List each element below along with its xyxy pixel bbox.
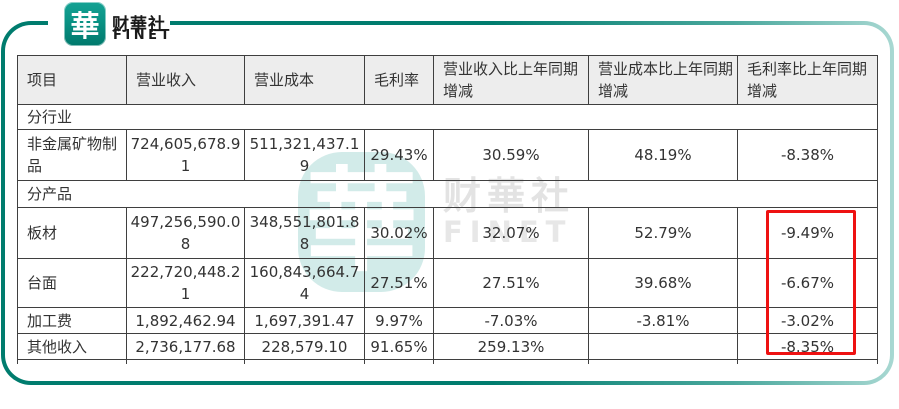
table-cell: 497,256,590.08 bbox=[126, 207, 245, 259]
table-cell: 52.79% bbox=[588, 207, 738, 259]
table-cell: 348,551,801.88 bbox=[244, 207, 365, 259]
table-row: 其他收入 2,736,177.68 228,579.10 91.65% 259.13% -… bbox=[17, 333, 878, 360]
column-header: 营业收入比上年同期增减 bbox=[433, 55, 589, 105]
table-cell: -7.03% bbox=[433, 307, 589, 334]
column-header: 营业成本 bbox=[244, 55, 365, 105]
section-row: 分产品 bbox=[17, 180, 878, 208]
table-cell: 511,321,437.19 bbox=[244, 129, 365, 181]
table-cell bbox=[588, 359, 738, 364]
table-cell: 222,720,448.21 bbox=[126, 258, 245, 308]
table-cell bbox=[433, 359, 589, 364]
table-row: 板材 497,256,590.08 348,551,801.88 30.02% 32.0… bbox=[17, 207, 878, 259]
table-cell: 91.65% bbox=[364, 333, 434, 360]
table-cell: 48.19% bbox=[588, 129, 738, 181]
finet-logo-icon: 華 bbox=[64, 2, 106, 46]
section-label: 分行业 bbox=[17, 104, 878, 130]
table-cell bbox=[17, 359, 127, 364]
table-cell: 32.07% bbox=[433, 207, 589, 259]
table-cell: 228,579.10 bbox=[244, 333, 365, 360]
table-cell: 板材 bbox=[17, 207, 127, 259]
financial-table-container: 项目 营业收入 营业成本 毛利率 营业收入比上年同期增减 营业成本比上年同期增减 毛利率比上… bbox=[17, 55, 879, 364]
table-cell bbox=[737, 359, 878, 364]
table-cell: 9.97% bbox=[364, 307, 434, 334]
financial-table: 项目 营业收入 营业成本 毛利率 营业收入比上年同期增减 营业成本比上年同期增减 毛利率比上… bbox=[17, 55, 878, 364]
table-cell: 30.02% bbox=[364, 207, 434, 259]
table-cell: 非金属矿物制品 bbox=[17, 129, 127, 181]
column-header: 毛利率比上年同期增减 bbox=[737, 55, 878, 105]
table-cell: -8.35% bbox=[737, 333, 878, 360]
table-row: 非金属矿物制品 724,605,678.91 511,321,437.19 29.43… bbox=[17, 129, 878, 181]
header-row: 项目 营业收入 营业成本 毛利率 营业收入比上年同期增减 营业成本比上年同期增减 毛利率比上… bbox=[17, 55, 878, 105]
cut-off-row bbox=[17, 359, 878, 364]
table-cell: 1,892,462.94 bbox=[126, 307, 245, 334]
table-cell: 160,843,664.74 bbox=[244, 258, 365, 308]
column-header: 项目 bbox=[17, 55, 127, 105]
table-cell: -6.67% bbox=[737, 258, 878, 308]
table-cell: 1,697,391.47 bbox=[244, 307, 365, 334]
table-cell: 259.13% bbox=[433, 333, 589, 360]
table-row: 加工费 1,892,462.94 1,697,391.47 9.97% -7.03% -3… bbox=[17, 307, 878, 334]
table-head: 项目 营业收入 营业成本 毛利率 营业收入比上年同期增减 营业成本比上年同期增减 毛利率比上… bbox=[17, 55, 878, 105]
table-cell: 加工费 bbox=[17, 307, 127, 334]
table-cell: 台面 bbox=[17, 258, 127, 308]
section-label: 分产品 bbox=[17, 180, 878, 208]
table-cell: 2,736,177.68 bbox=[126, 333, 245, 360]
logo-glyph: 華 bbox=[70, 9, 100, 43]
table-cell bbox=[126, 359, 245, 364]
column-header: 毛利率 bbox=[364, 55, 434, 105]
table-cell: 724,605,678.91 bbox=[126, 129, 245, 181]
table-cell: -9.49% bbox=[737, 207, 878, 259]
table-cell: 29.43% bbox=[364, 129, 434, 181]
table-cell bbox=[364, 359, 434, 364]
table-cell: -3.81% bbox=[588, 307, 738, 334]
table-cell bbox=[244, 359, 365, 364]
table-body: 分行业 非金属矿物制品 724,605,678.91 511,321,437.19 29… bbox=[17, 104, 878, 364]
table-cell: 27.51% bbox=[364, 258, 434, 308]
column-header: 营业成本比上年同期增减 bbox=[588, 55, 738, 105]
section-row: 分行业 bbox=[17, 104, 878, 130]
brand-name-chinese: 财華社 bbox=[112, 15, 166, 35]
table-row: 台面 222,720,448.21 160,843,664.74 27.51% 27.5… bbox=[17, 258, 878, 308]
table-cell: 其他收入 bbox=[17, 333, 127, 360]
table-cell: 27.51% bbox=[433, 258, 589, 308]
table-cell: 30.59% bbox=[433, 129, 589, 181]
table-cell: -3.02% bbox=[737, 307, 878, 334]
table-cell: -8.38% bbox=[737, 129, 878, 181]
brand-name-english: FINET bbox=[113, 28, 173, 43]
table-cell bbox=[588, 333, 738, 360]
column-header: 营业收入 bbox=[126, 55, 245, 105]
table-cell: 39.68% bbox=[588, 258, 738, 308]
